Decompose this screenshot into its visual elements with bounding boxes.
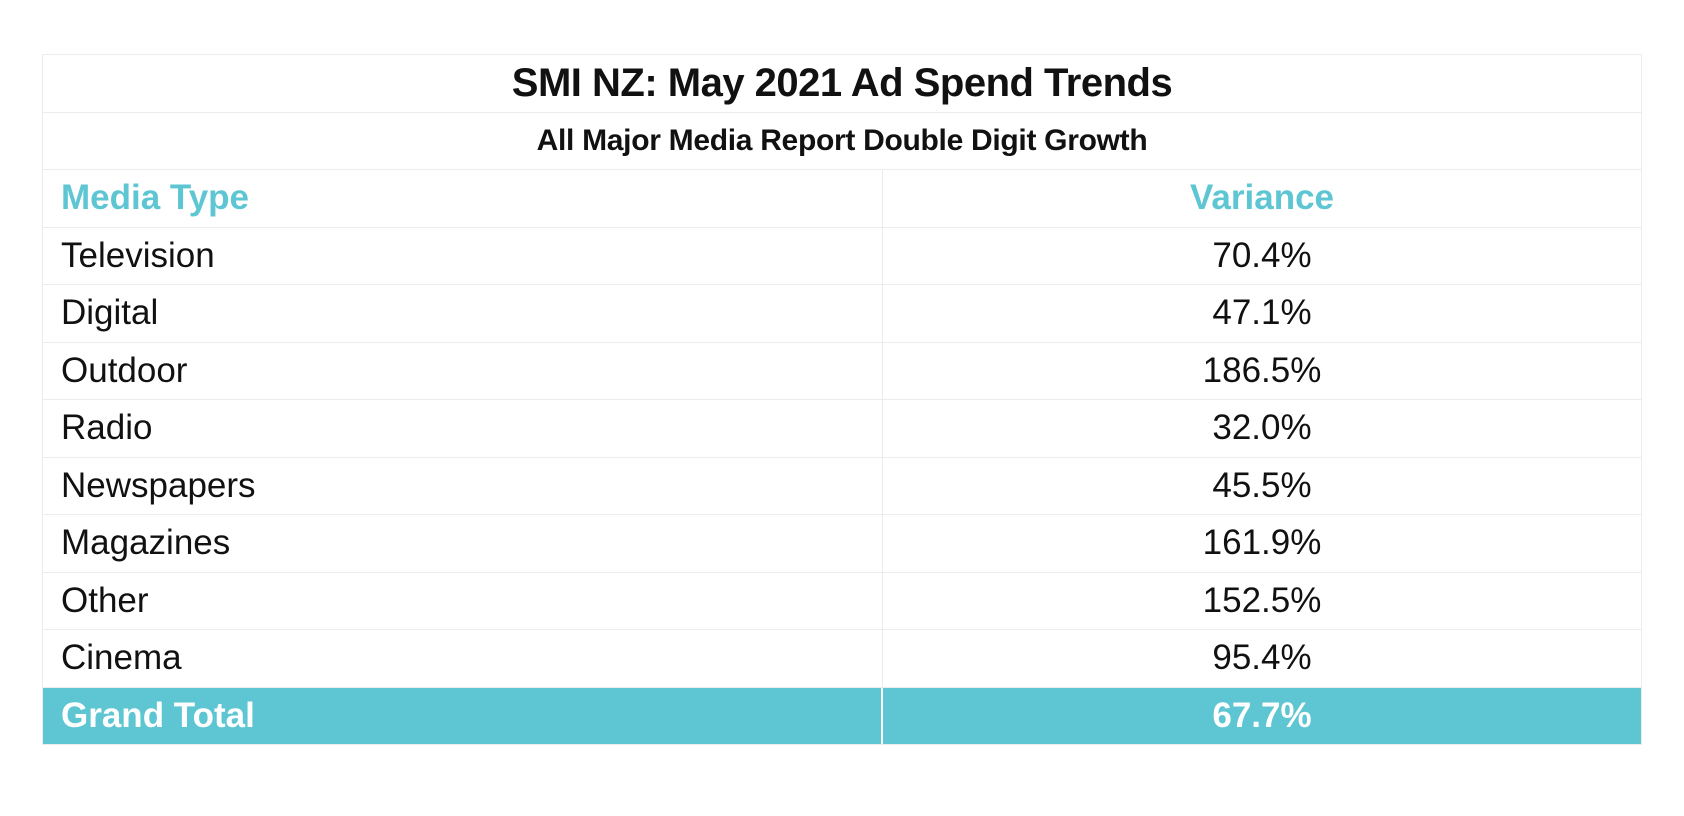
grand-total-value: 67.7%: [1212, 695, 1312, 735]
grand-total-label: Grand Total: [43, 687, 883, 744]
table-row: Radio 32.0%: [43, 400, 1641, 458]
grand-total-row: Grand Total 67.7%: [43, 687, 1641, 744]
table-row: Other 152.5%: [43, 572, 1641, 630]
media-type-cell: Radio: [43, 400, 883, 457]
variance-cell: 45.5%: [1212, 465, 1312, 505]
variance-cell: 95.4%: [1212, 638, 1312, 678]
variance-cell: 186.5%: [1202, 350, 1322, 390]
table-title: SMI NZ: May 2021 Ad Spend Trends: [511, 60, 1173, 105]
media-type-cell: Digital: [43, 285, 883, 342]
table-header-row: Media Type Variance: [43, 170, 1641, 228]
media-type-cell: Television: [43, 227, 883, 284]
table-row: Newspapers 45.5%: [43, 457, 1641, 515]
table-row: Cinema 95.4%: [43, 630, 1641, 688]
media-type-cell: Other: [43, 572, 883, 629]
media-type-cell: Outdoor: [43, 342, 883, 399]
table-subtitle: All Major Media Report Double Digit Grow…: [536, 123, 1148, 157]
variance-cell: 152.5%: [1202, 580, 1322, 620]
variance-cell: 70.4%: [1212, 235, 1312, 275]
variance-cell: 32.0%: [1212, 408, 1312, 448]
table-title-row: SMI NZ: May 2021 Ad Spend Trends: [43, 55, 1641, 113]
variance-cell: 161.9%: [1202, 523, 1322, 563]
variance-cell: 47.1%: [1212, 293, 1312, 333]
table-subtitle-row: All Major Media Report Double Digit Grow…: [43, 113, 1641, 170]
ad-spend-table: SMI NZ: May 2021 Ad Spend Trends All Maj…: [42, 54, 1642, 745]
media-type-cell: Cinema: [43, 630, 883, 687]
media-type-cell: Magazines: [43, 515, 883, 572]
media-type-cell: Newspapers: [43, 457, 883, 514]
table-row: Magazines 161.9%: [43, 515, 1641, 573]
table-row: Outdoor 186.5%: [43, 342, 1641, 400]
table-row: Digital 47.1%: [43, 285, 1641, 343]
column-header-variance: Variance: [1190, 178, 1334, 218]
table-row: Television 70.4%: [43, 227, 1641, 285]
column-header-media-type: Media Type: [43, 170, 883, 227]
